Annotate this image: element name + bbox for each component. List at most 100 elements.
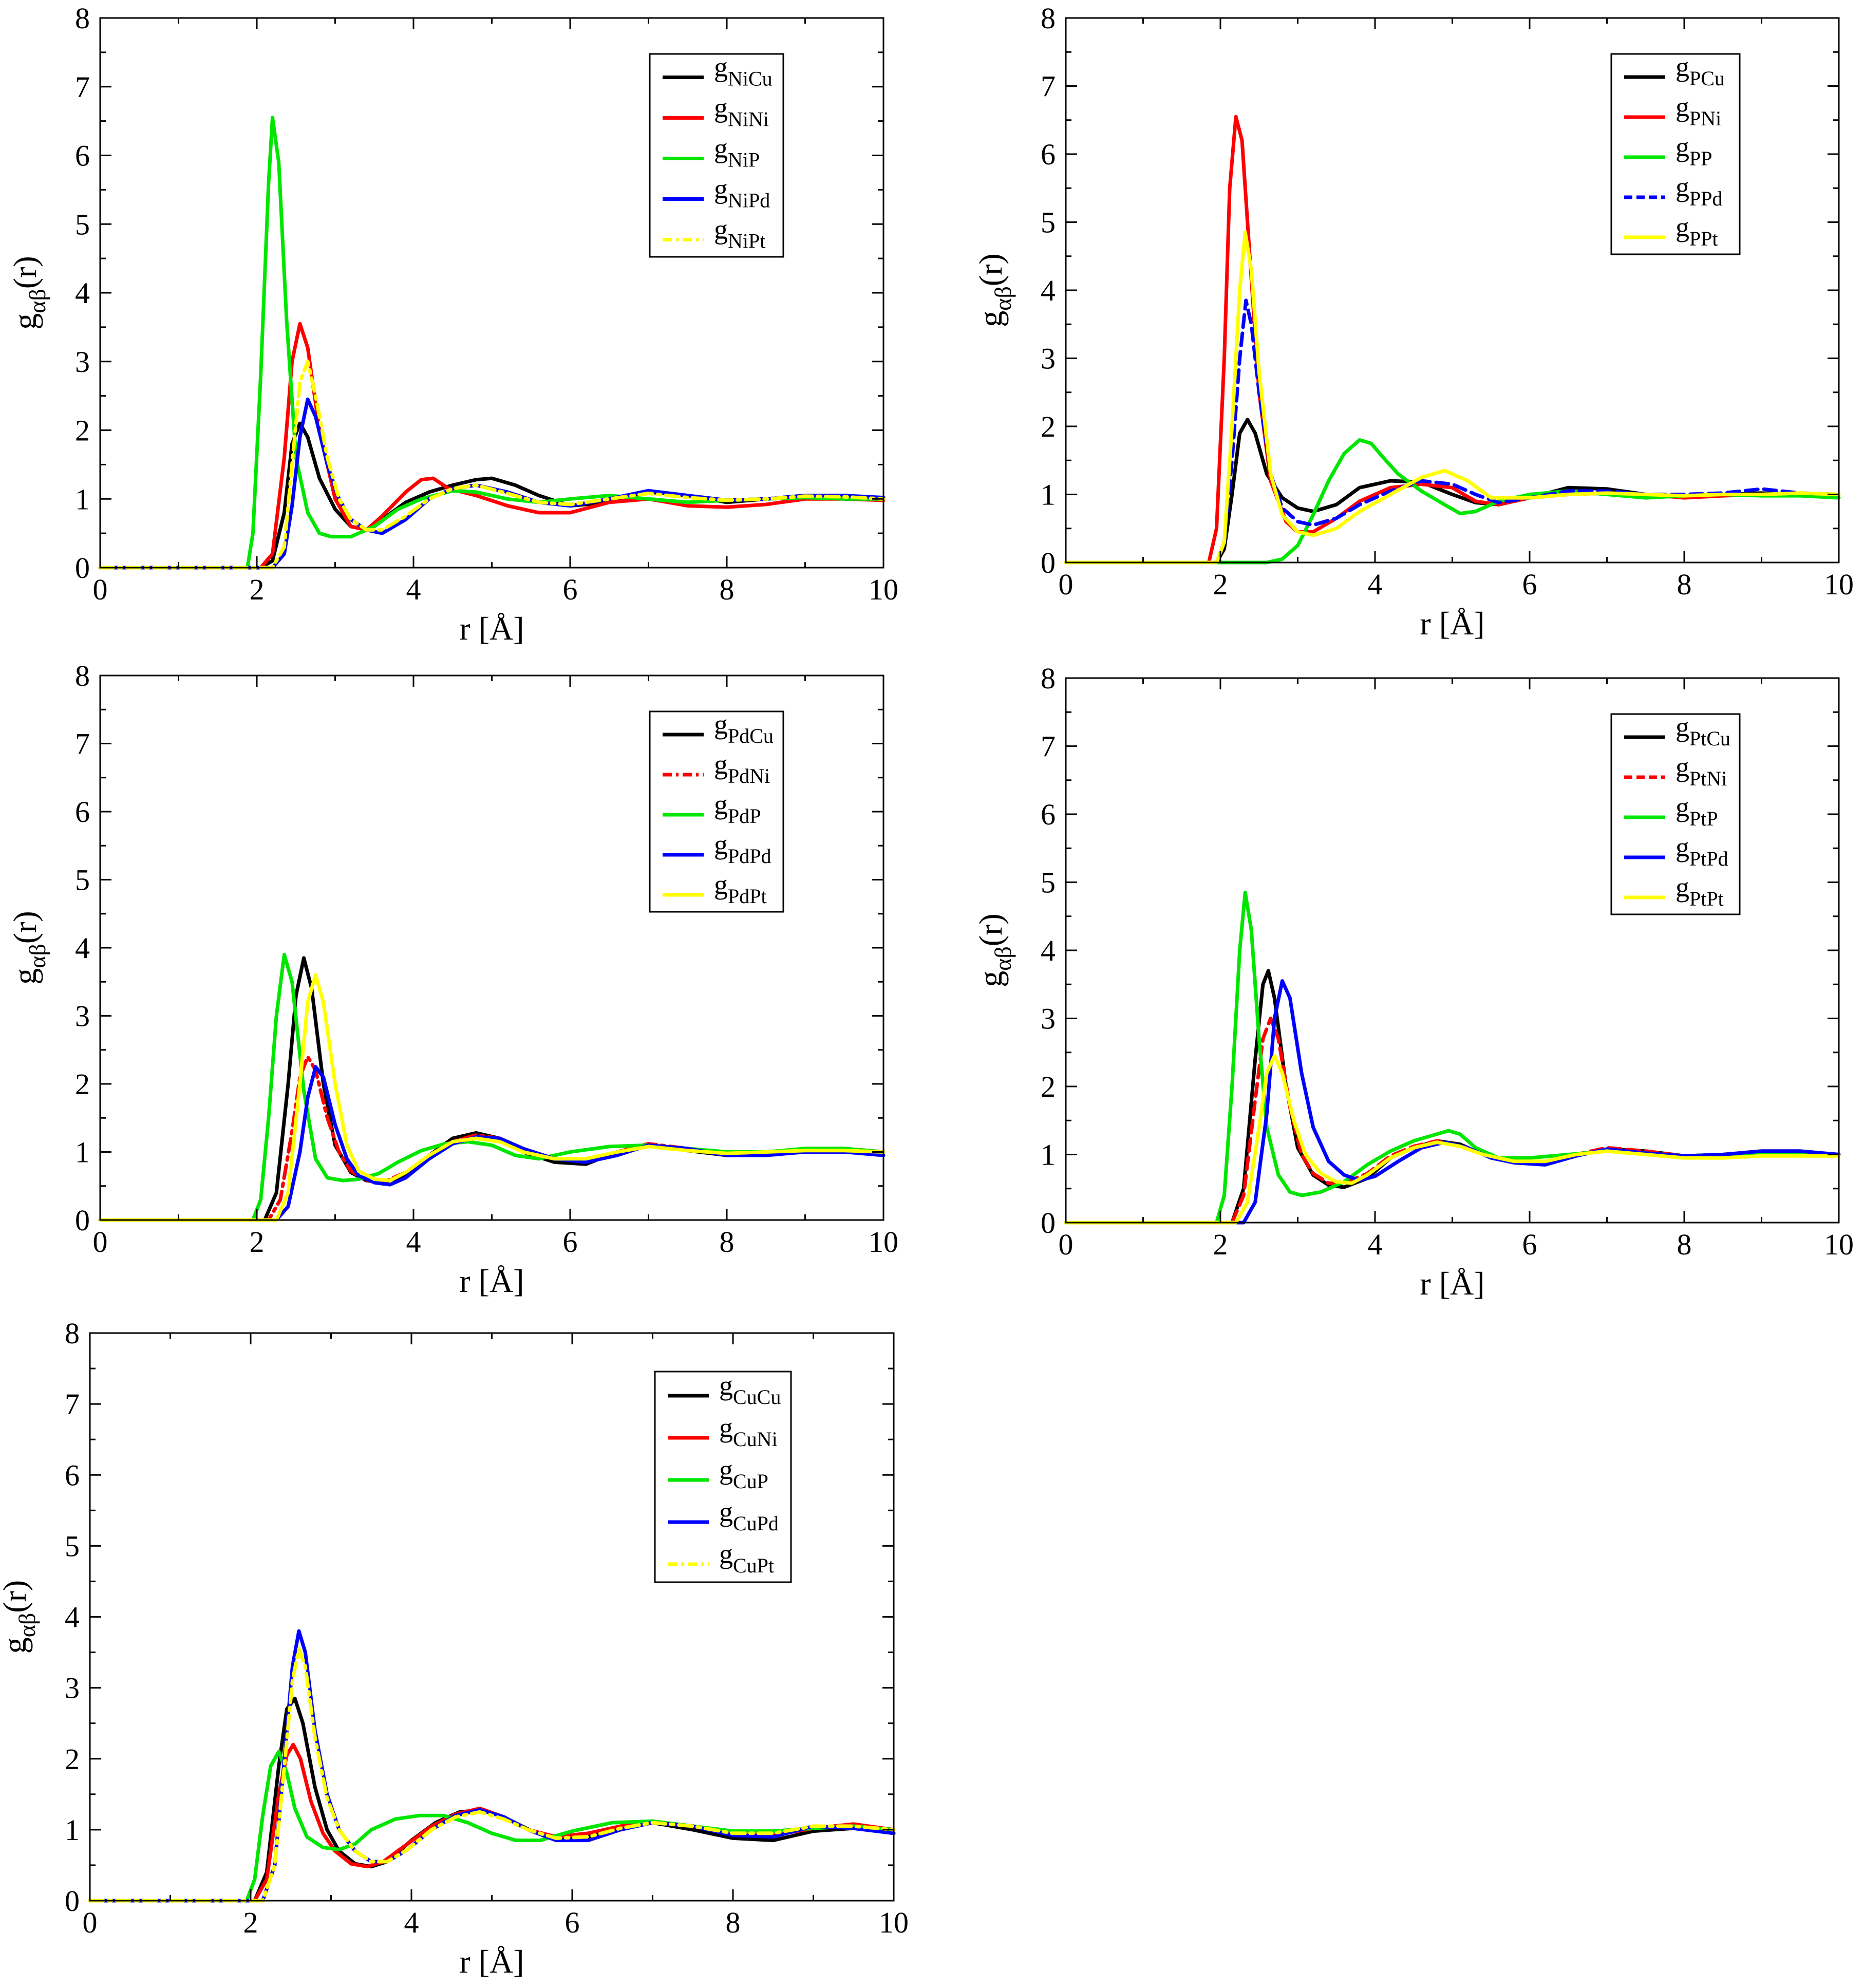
x-tick-label: 2 <box>1213 1228 1228 1261</box>
y-tick-label: 5 <box>75 208 90 241</box>
legend-label-base: g <box>1675 212 1689 242</box>
x-axis-title: r [Å] <box>459 1263 524 1299</box>
legend-label-base: g <box>714 749 728 780</box>
y-axis-title-suffix: (r) <box>0 1580 33 1613</box>
x-axis-title: r [Å] <box>1420 1265 1484 1302</box>
x-tick-label: 2 <box>250 573 265 606</box>
x-tick-label: 8 <box>1677 1228 1692 1261</box>
legend-label-cupd: gCuPd <box>719 1496 779 1535</box>
legend-label-base: g <box>1675 872 1689 903</box>
legend-label-ptpd: gPtPd <box>1675 832 1728 870</box>
y-tick-label: 0 <box>1041 1206 1056 1240</box>
y-tick-label: 3 <box>75 1000 90 1033</box>
y-tick-label: 0 <box>75 551 90 585</box>
legend-label-ptni: gPtNi <box>1675 752 1727 790</box>
legend-label-sub: NiNi <box>728 108 769 131</box>
legend-label-nicu: gNiCu <box>714 52 773 90</box>
legend-label-sub: PtNi <box>1689 767 1727 790</box>
y-tick-label: 7 <box>1041 70 1056 103</box>
legend-label-base: g <box>1675 132 1689 162</box>
x-tick-label: 6 <box>563 1225 578 1259</box>
x-tick-label: 4 <box>406 573 421 606</box>
legend-label-sub: PdNi <box>728 764 770 787</box>
legend-label-ptpt: gPtPt <box>1675 872 1724 910</box>
y-tick-label: 6 <box>1041 138 1056 171</box>
x-tick-label: 2 <box>1213 568 1228 601</box>
y-tick-label: 1 <box>75 482 90 516</box>
y-tick-label: 3 <box>1041 342 1056 376</box>
y-tick-label: 4 <box>75 276 90 310</box>
series-line-ppt <box>1064 230 1841 565</box>
y-tick-label: 0 <box>75 1204 90 1237</box>
x-tick-label: 6 <box>563 573 578 606</box>
y-tick-label: 2 <box>75 414 90 447</box>
legend-label-base: g <box>714 789 728 820</box>
legend-label-sub: NiPt <box>728 230 765 253</box>
legend-label-sub: PP <box>1689 147 1712 170</box>
legend-label-nini: gNiNi <box>714 92 769 131</box>
y-tick-label: 6 <box>75 795 90 829</box>
legend-label-sub: PNi <box>1689 107 1721 130</box>
series-line-cupt <box>88 1647 896 1903</box>
y-tick-label: 6 <box>65 1458 80 1492</box>
x-tick-label: 0 <box>93 1225 108 1259</box>
y-tick-label: 4 <box>75 931 90 965</box>
y-tick-label: 6 <box>75 139 90 173</box>
legend-label-base: g <box>714 829 728 860</box>
series-line-nipt <box>98 360 886 570</box>
legend-label-cuni: gCuNi <box>719 1412 778 1451</box>
x-tick-label: 2 <box>250 1225 265 1259</box>
x-tick-label: 10 <box>879 1906 909 1939</box>
legend-label-sub: PCu <box>1689 67 1725 90</box>
x-tick-label: 2 <box>243 1906 258 1939</box>
legend-label-pp: gPP <box>1675 132 1712 170</box>
y-axis-title: gαβ(r) <box>972 913 1016 987</box>
legend-label-base: g <box>714 52 728 83</box>
legend-box <box>649 710 784 913</box>
legend-label-sub: PPt <box>1689 227 1718 250</box>
legend-label-ppt: gPPt <box>1675 212 1718 250</box>
legend-box <box>654 1371 792 1583</box>
legend-label-base: g <box>1675 711 1689 742</box>
x-tick-label: 0 <box>83 1906 98 1939</box>
y-axis-title-suffix: (r) <box>7 911 43 944</box>
y-tick-label: 5 <box>65 1529 80 1563</box>
legend-label-base: g <box>714 92 728 123</box>
x-axis-title: r [Å] <box>1420 605 1484 642</box>
x-axis-title: r [Å] <box>459 610 524 647</box>
legend-label-base: g <box>1675 91 1689 122</box>
legend-label-sub: CuNi <box>733 1428 778 1451</box>
y-tick-label: 1 <box>75 1136 90 1169</box>
y-tick-label: 7 <box>75 727 90 761</box>
y-tick-label: 4 <box>1041 274 1056 307</box>
y-tick-label: 3 <box>65 1672 80 1705</box>
y-tick-label: 0 <box>65 1884 80 1918</box>
series-line-nip <box>98 116 886 570</box>
x-tick-label: 4 <box>1368 568 1383 601</box>
y-axis-title-base: g <box>7 968 43 985</box>
y-tick-label: 4 <box>65 1601 80 1634</box>
y-tick-label: 3 <box>1041 1002 1056 1036</box>
legend-label-ppd: gPPd <box>1675 172 1723 210</box>
y-tick-label: 5 <box>75 864 90 897</box>
y-tick-label: 2 <box>65 1742 80 1776</box>
legend-label-sub: NiP <box>728 148 760 172</box>
y-axis-title: gαβ(r) <box>7 911 50 984</box>
legend-label-ptcu: gPtCu <box>1675 711 1730 750</box>
x-tick-label: 8 <box>1677 568 1692 601</box>
legend-label-pdpd: gPdPd <box>714 829 771 868</box>
x-tick-label: 0 <box>1059 568 1074 601</box>
x-tick-label: 4 <box>404 1906 419 1939</box>
legend-label-sub: NiPd <box>728 189 770 212</box>
y-axis-title-sub: αβ <box>24 944 50 968</box>
legend-label-base: g <box>714 133 728 164</box>
x-tick-label: 8 <box>720 1225 735 1259</box>
y-tick-label: 2 <box>75 1067 90 1101</box>
x-tick-label: 6 <box>1522 568 1537 601</box>
